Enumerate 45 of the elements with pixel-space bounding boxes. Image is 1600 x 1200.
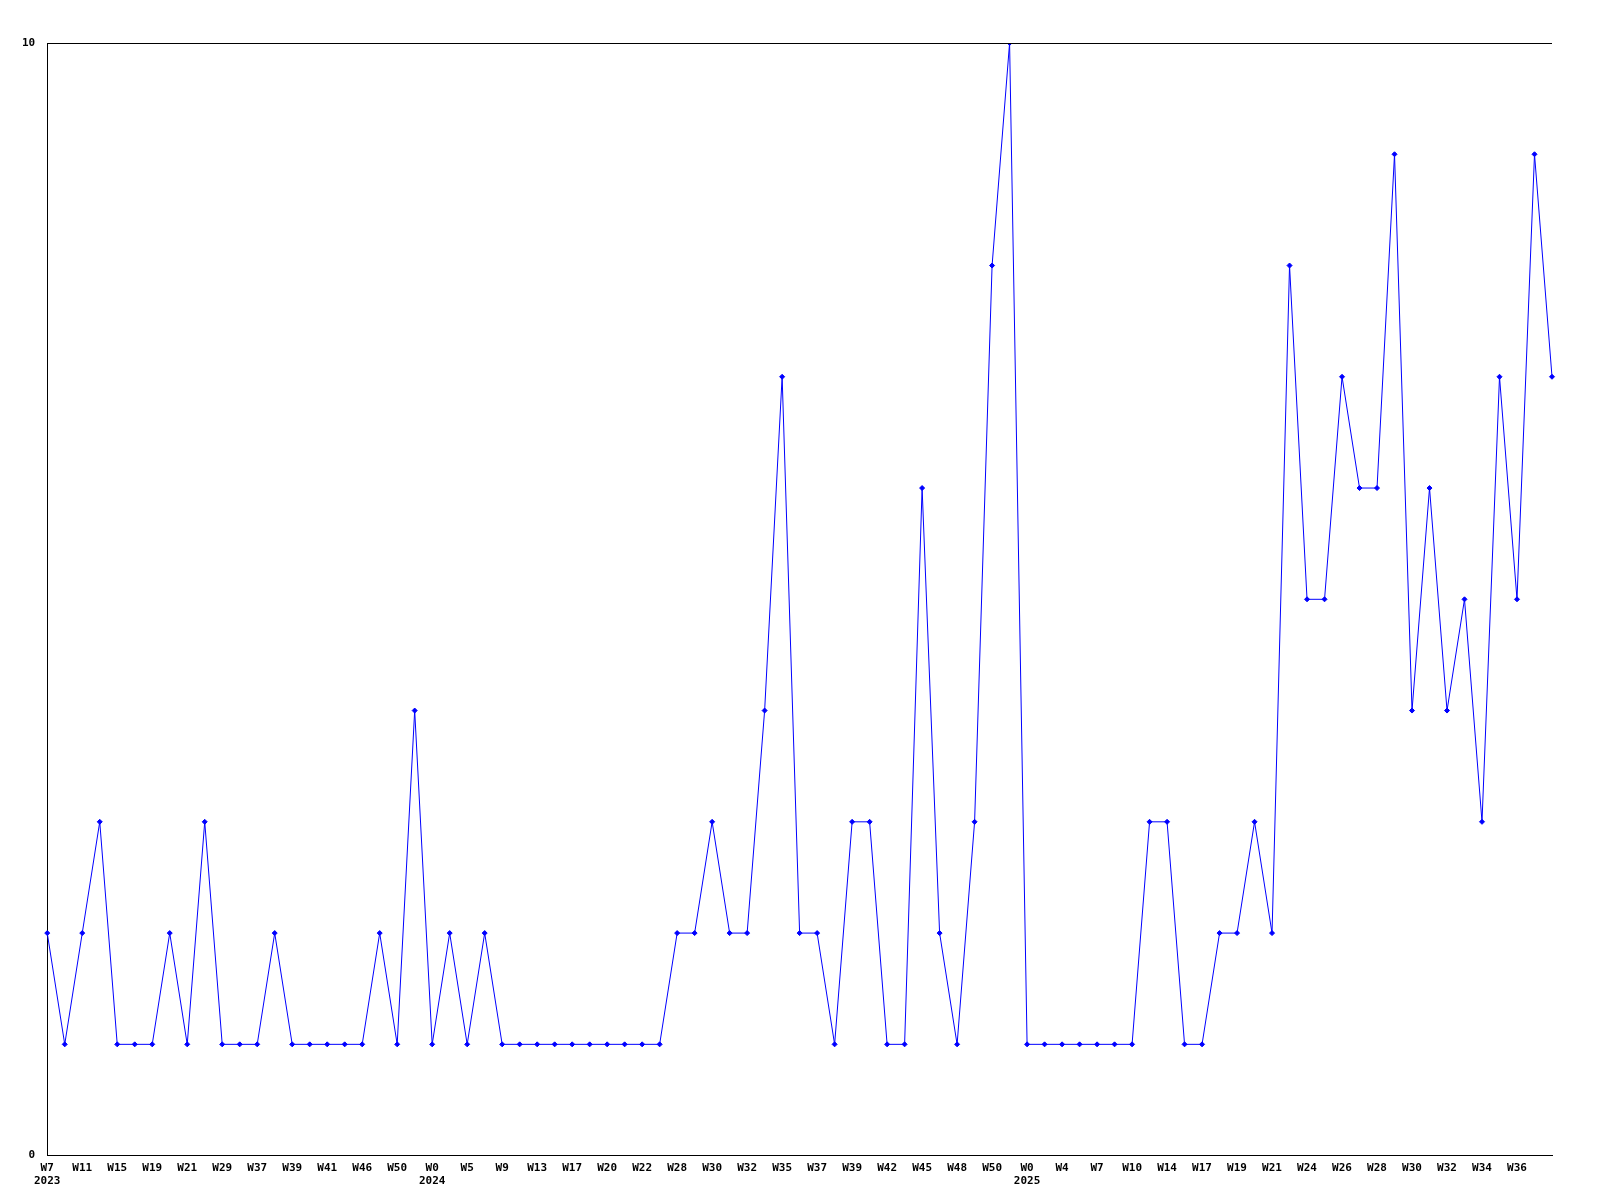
x-tick-label: W5 [460, 1161, 474, 1175]
x-tick-label: W50 [387, 1161, 408, 1175]
x-tick-label: W32 [1437, 1161, 1457, 1175]
x-tick-label: W26 [1332, 1161, 1353, 1175]
x-tick-label: W17 [562, 1161, 583, 1175]
x-tick-label: W37 [247, 1161, 268, 1175]
x-tick-label: W30 [702, 1161, 723, 1175]
x-tick-label: W7 [1090, 1161, 1104, 1175]
x-tick-label: W39 [842, 1161, 863, 1175]
x-tick-label: W48 [947, 1161, 968, 1175]
x-tick-label: W32 [737, 1161, 758, 1175]
x-tick-label: W35 [772, 1161, 793, 1175]
x-tick-label: W29 [212, 1161, 233, 1175]
x-tick-label: W9 [495, 1161, 509, 1175]
x-tick-label: W15 [107, 1161, 128, 1175]
x-tick-label: W13 [527, 1161, 548, 1175]
x-tick-label: W50 [982, 1161, 1003, 1175]
x-tick-label: W10 [1122, 1161, 1143, 1175]
x-tick-label: W20 [597, 1161, 618, 1175]
x-tick-label: W7 2023 [34, 1161, 61, 1188]
x-tick-label: W11 [72, 1161, 93, 1175]
x-tick-label: W19 [142, 1161, 163, 1175]
x-tick-label: W37 [807, 1161, 828, 1175]
x-tick-label: W21 [177, 1161, 198, 1175]
y-tick-label: 0 [28, 1148, 36, 1162]
x-tick-label: W39 [282, 1161, 303, 1175]
x-tick-label: W36 [1507, 1161, 1528, 1175]
x-tick-label: W45 [912, 1161, 933, 1175]
x-tick-label: W46 [352, 1161, 373, 1175]
x-tick-label: W30 [1402, 1161, 1422, 1175]
x-tick-label: W28 [667, 1161, 688, 1175]
x-tick-label: W24 [1297, 1161, 1318, 1175]
x-tick-label: W0 2024 [418, 1161, 446, 1188]
x-tick-label: W22 [632, 1161, 653, 1175]
x-tick-label: W42 [877, 1161, 898, 1175]
x-tick-label: W14 [1157, 1161, 1178, 1175]
x-tick-label: W34 [1472, 1161, 1493, 1175]
x-tick-label: W19 [1227, 1161, 1247, 1175]
x-tick-label: W17 [1192, 1161, 1212, 1175]
x-tick-label: W0 2025 [1013, 1161, 1041, 1188]
x-tick-label: W41 [317, 1161, 338, 1175]
x-tick-label: W4 [1055, 1161, 1070, 1175]
x-tick-label: W21 [1262, 1161, 1283, 1175]
y-tick-label: 10 [22, 35, 36, 49]
x-tick-label: W28 [1367, 1161, 1387, 1175]
